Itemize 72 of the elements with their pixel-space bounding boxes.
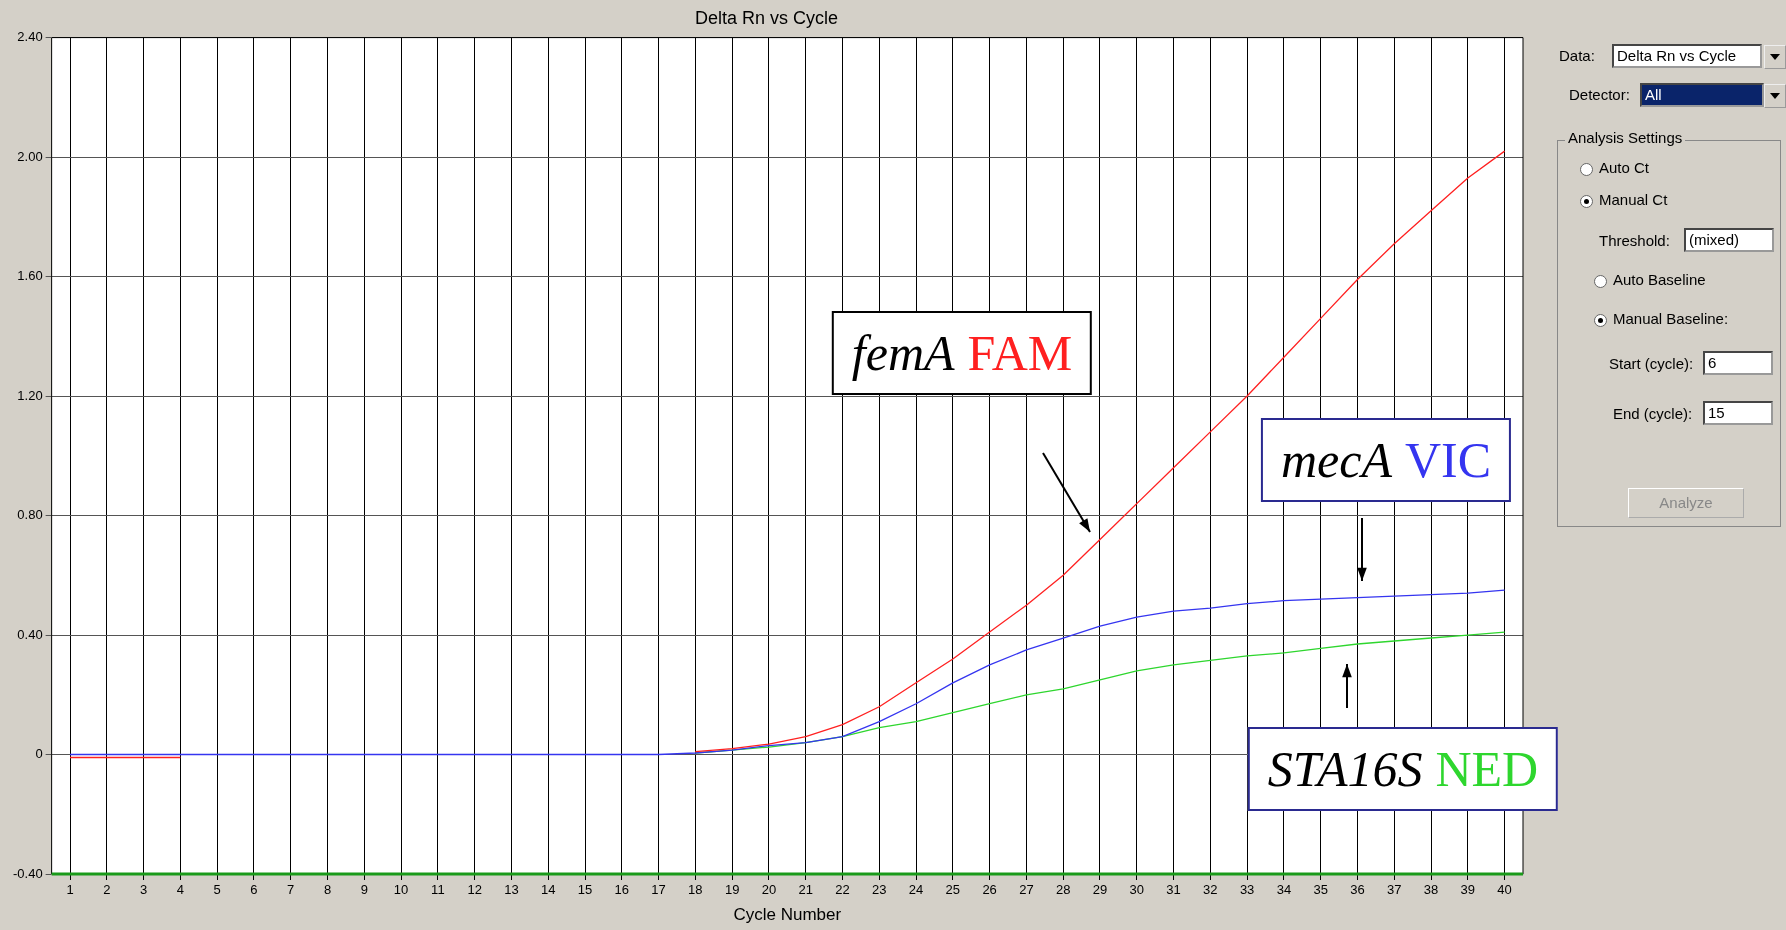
chart-title: Delta Rn vs Cycle xyxy=(694,7,839,28)
x-tick-label: 14 xyxy=(540,882,556,898)
x-tick-label: 33 xyxy=(1239,882,1255,898)
x-tick-label: 25 xyxy=(945,882,961,898)
text: Manual Ct xyxy=(1599,191,1668,208)
text: Auto Baseline xyxy=(1613,271,1706,288)
y-tick-label: -0.40 xyxy=(12,865,43,881)
text: Threshold: xyxy=(1599,232,1670,249)
x-tick-label: 31 xyxy=(1166,882,1181,898)
x-tick-label: 17 xyxy=(651,882,666,898)
y-tick-label: 0.80 xyxy=(17,507,43,523)
x-tick-label: 16 xyxy=(614,882,630,898)
x-tick-label: 18 xyxy=(688,882,703,898)
x-tick-label: 35 xyxy=(1313,882,1328,898)
x-axis-title: Cycle Number xyxy=(733,905,842,925)
text: All xyxy=(1640,83,1764,107)
text: Delta Rn vs Cycle xyxy=(1612,44,1762,68)
annotation: mecA xyxy=(1280,432,1392,488)
x-tick-label: 24 xyxy=(908,882,924,898)
y-tick-label: 0.40 xyxy=(17,626,43,642)
x-tick-label: 2 xyxy=(103,882,111,898)
text: VIC xyxy=(1404,431,1492,490)
text: End (cycle): xyxy=(1613,405,1693,422)
x-tick-label: 37 xyxy=(1387,882,1402,898)
text: Data: xyxy=(1559,47,1595,64)
x-tick-label: 5 xyxy=(213,882,221,898)
x-tick-label: 11 xyxy=(431,882,445,898)
x-tick-label: 28 xyxy=(1055,882,1071,898)
text: Analyze xyxy=(1628,488,1744,518)
x-tick-label: 8 xyxy=(323,882,332,898)
annotation: femA xyxy=(851,325,955,381)
text: Start (cycle): xyxy=(1609,355,1694,372)
x-tick-label: 39 xyxy=(1460,882,1476,898)
x-tick-label: 4 xyxy=(176,882,184,898)
x-tick-label: 22 xyxy=(835,882,850,898)
x-tick-label: 13 xyxy=(504,882,519,898)
x-tick-label: 32 xyxy=(1203,882,1218,898)
text: Analysis Settings xyxy=(1565,129,1686,146)
x-tick-label: 15 xyxy=(577,882,593,898)
text: Manual Baseline: xyxy=(1613,310,1729,327)
x-tick-label: 21 xyxy=(798,882,813,898)
x-tick-label: 1 xyxy=(66,882,74,898)
x-tick-label: 7 xyxy=(287,882,295,898)
text: NED xyxy=(1435,740,1539,799)
text: Detector: xyxy=(1569,86,1630,103)
x-tick-label: 23 xyxy=(872,882,887,898)
x-tick-label: 34 xyxy=(1276,882,1292,898)
x-tick-label: 36 xyxy=(1350,882,1365,898)
x-tick-label: 38 xyxy=(1423,882,1439,898)
x-tick-label: 6 xyxy=(250,882,258,898)
x-tick-label: 10 xyxy=(393,882,409,898)
x-tick-label: 27 xyxy=(1019,882,1034,898)
text: FAM xyxy=(967,324,1073,383)
text: 6 xyxy=(1703,351,1773,375)
y-tick-label: 1.20 xyxy=(17,387,43,403)
text: (mixed) xyxy=(1684,228,1774,252)
y-tick-label: 2.40 xyxy=(17,29,43,45)
annotation: STA16S xyxy=(1267,741,1423,797)
x-tick-label: 3 xyxy=(139,882,148,898)
x-tick-label: 12 xyxy=(467,882,482,898)
x-tick-label: 30 xyxy=(1129,882,1144,898)
x-tick-label: 40 xyxy=(1497,882,1512,898)
y-tick-label: 1.60 xyxy=(17,268,43,284)
x-tick-label: 9 xyxy=(360,882,368,898)
text: 15 xyxy=(1703,401,1773,425)
x-tick-label: 20 xyxy=(761,882,777,898)
text: Auto Ct xyxy=(1599,159,1650,176)
x-tick-label: 26 xyxy=(982,882,997,898)
x-tick-label: 29 xyxy=(1092,882,1108,898)
y-tick-label: 2.00 xyxy=(17,148,43,164)
y-tick-label: 0 xyxy=(35,746,43,762)
x-tick-label: 19 xyxy=(724,882,740,898)
